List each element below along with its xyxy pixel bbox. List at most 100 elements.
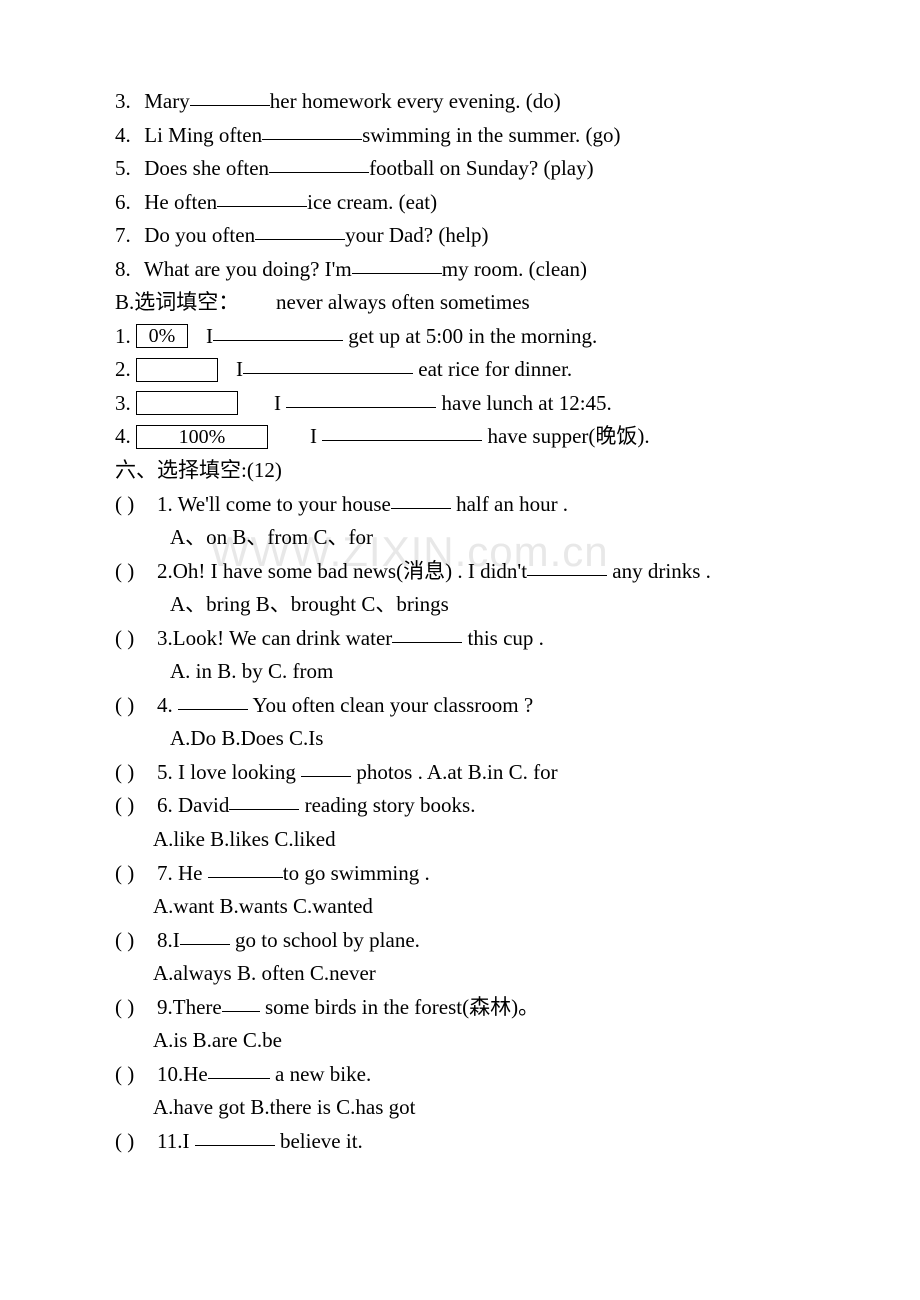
- blank: [243, 352, 413, 374]
- q-pre: He often: [144, 190, 217, 214]
- blank: [391, 487, 451, 509]
- percent-box: 0%: [136, 324, 188, 348]
- blank: [195, 1124, 275, 1146]
- percent-box: [136, 391, 238, 415]
- mc-row: ( )10.He a new bike.: [115, 1058, 825, 1091]
- mc-qpost: this cup .: [462, 626, 544, 650]
- b-num: 4.: [115, 424, 131, 448]
- b-pre: I: [206, 324, 213, 348]
- mc-row: ( )5. I love looking photos . A.at B.in …: [115, 756, 825, 789]
- mc-paren: ( ): [115, 622, 157, 655]
- mc-opts: A.have got B.there is C.has got: [115, 1091, 825, 1124]
- mc-qpre: .Oh! I have some bad news(消息) . I didn't: [168, 559, 528, 583]
- page-content: 3. Maryher homework every evening. (do) …: [0, 0, 920, 1199]
- question-row: 7. Do you oftenyour Dad? (help): [115, 219, 825, 252]
- mc-qpre: . We'll come to your house: [168, 492, 391, 516]
- mc-qpost: photos . A.at B.in C. for: [351, 760, 558, 784]
- mc-qpre: .I: [177, 1129, 195, 1153]
- top-questions: 3. Maryher homework every evening. (do) …: [115, 85, 825, 285]
- mc-row: ( )3.Look! We can drink water this cup .: [115, 622, 825, 655]
- mc-row: ( )2.Oh! I have some bad news(消息) . I di…: [115, 555, 825, 588]
- section6-title: 六、选择填空:(12): [115, 454, 825, 487]
- mc-num: 4: [157, 693, 168, 717]
- blank: [286, 386, 436, 408]
- mc-paren: ( ): [115, 555, 157, 588]
- mc-paren: ( ): [115, 789, 157, 822]
- question-row: 6. He oftenice cream. (eat): [115, 186, 825, 219]
- b-pre: I: [274, 391, 286, 415]
- q-pre: What are you doing? I'm: [144, 257, 352, 281]
- mc-num: 7: [157, 861, 168, 885]
- mc-qpost: a new bike.: [270, 1062, 371, 1086]
- question-row: 8. What are you doing? I'mmy room. (clea…: [115, 253, 825, 286]
- q-num: 6.: [115, 186, 139, 219]
- mc-qpost: reading story books.: [299, 793, 475, 817]
- b-num: 3.: [115, 391, 131, 415]
- mc-num: 2: [157, 559, 168, 583]
- blank: [180, 923, 230, 945]
- percent-box: [136, 358, 218, 382]
- mc-paren: ( ): [115, 924, 157, 957]
- mc-qpost: go to school by plane.: [230, 928, 420, 952]
- q-num: 8.: [115, 253, 139, 286]
- mc-qpost: believe it.: [275, 1129, 363, 1153]
- mc-row: ( )6. David reading story books.: [115, 789, 825, 822]
- q-post: her homework every evening. (do): [270, 89, 561, 113]
- blank: [208, 1057, 270, 1079]
- mc-qpost: You often clean your classroom ?: [248, 693, 533, 717]
- blank: [322, 419, 482, 441]
- mc-num: 9: [157, 995, 168, 1019]
- q-num: 3.: [115, 85, 139, 118]
- blank: [222, 990, 260, 1012]
- mc-paren: ( ): [115, 756, 157, 789]
- mc-row: ( )8.I go to school by plane.: [115, 924, 825, 957]
- mc-qpost: some birds in the forest(森林)。: [260, 995, 539, 1019]
- blank: [527, 554, 607, 576]
- mc-paren: ( ): [115, 488, 157, 521]
- q-pre: Mary: [144, 89, 190, 113]
- b-pre: I: [310, 424, 322, 448]
- blank: [178, 688, 248, 710]
- q-post: swimming in the summer. (go): [362, 123, 620, 147]
- mc-opts: A、on B、from C、for: [115, 521, 825, 554]
- mc-opts: A.like B.likes C.liked: [115, 823, 825, 856]
- mc-num: 1: [157, 492, 168, 516]
- mc-qpre: .Look! We can drink water: [168, 626, 393, 650]
- q-pre: Does she often: [144, 156, 269, 180]
- blank: [392, 621, 462, 643]
- mc-qpre: . He: [168, 861, 208, 885]
- blank: [262, 118, 362, 140]
- mc-opts: A、bring B、brought C、brings: [115, 588, 825, 621]
- blank: [213, 319, 343, 341]
- b-post: get up at 5:00 in the morning.: [343, 324, 597, 348]
- mc-num: 5: [157, 760, 168, 784]
- mc-qpre: . I love looking: [168, 760, 302, 784]
- mc-qpost: any drinks .: [607, 559, 711, 583]
- percent-box: 100%: [136, 425, 268, 449]
- question-row: 5. Does she oftenfootball on Sunday? (pl…: [115, 152, 825, 185]
- sectionB-row: 4. 100% I have supper(晚饭).: [115, 420, 825, 453]
- question-row: 4. Li Ming oftenswimming in the summer. …: [115, 119, 825, 152]
- mc-num: 6: [157, 793, 168, 817]
- sectionB-row: 2. I eat rice for dinner.: [115, 353, 825, 386]
- mc-qpre: .There: [168, 995, 222, 1019]
- mc-row: ( )7. He to go swimming .: [115, 857, 825, 890]
- blank: [217, 185, 307, 207]
- blank: [269, 151, 369, 173]
- mc-paren: ( ): [115, 689, 157, 722]
- mc-qpost: half an hour .: [451, 492, 568, 516]
- b-post: eat rice for dinner.: [413, 357, 572, 381]
- mc-list: ( )1. We'll come to your house half an h…: [115, 488, 825, 1158]
- mc-opts: A.want B.wants C.wanted: [115, 890, 825, 923]
- b-pre: I: [236, 357, 243, 381]
- mc-row: ( )9.There some birds in the forest(森林)。: [115, 991, 825, 1024]
- sectionB-header: B.选词填空： never always often sometimes: [115, 286, 825, 319]
- mc-qpre: .He: [178, 1062, 208, 1086]
- blank: [301, 755, 351, 777]
- mc-num: 3: [157, 626, 168, 650]
- b-post: have supper(晚饭).: [482, 424, 649, 448]
- b-num: 1.: [115, 324, 131, 348]
- sectionB-title: B.选词填空：: [115, 290, 239, 314]
- mc-qpost: to go swimming .: [283, 861, 430, 885]
- sectionB-row: 1. 0% I get up at 5:00 in the morning.: [115, 320, 825, 353]
